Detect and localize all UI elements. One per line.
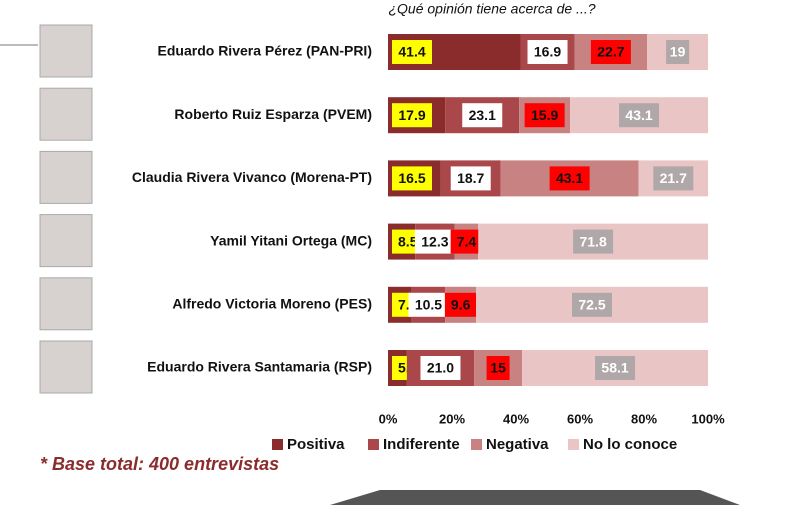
- legend-swatch: [471, 439, 482, 450]
- category-label: Eduardo Rivera Pérez (PAN-PRI): [158, 43, 372, 59]
- value-label: 21.0: [427, 360, 454, 376]
- value-label-box: [408, 292, 449, 317]
- value-label-box: [573, 229, 614, 254]
- value-label: 58.1: [601, 360, 628, 376]
- photo: [39, 87, 93, 141]
- x-tick-label: 20%: [439, 411, 465, 426]
- value-label-box: [524, 103, 565, 128]
- value-label: 12.3: [421, 233, 448, 249]
- x-tick-label: 80%: [631, 411, 657, 426]
- value-label: 43.1: [625, 107, 652, 123]
- photo: [39, 214, 93, 268]
- category-label: Eduardo Rivera Santamaria (RSP): [147, 359, 372, 375]
- x-tick-label: 40%: [503, 411, 529, 426]
- legend-label: Indiferente: [383, 436, 460, 453]
- value-label-box: [450, 229, 483, 254]
- value-label: 15.9: [531, 107, 558, 123]
- value-label-box: [653, 166, 694, 191]
- value-label-box: [392, 103, 432, 128]
- x-tick-label: 100%: [691, 411, 725, 426]
- value-label-box: [595, 356, 636, 380]
- value-label-box: [527, 40, 568, 64]
- value-label: 9.6: [451, 297, 471, 313]
- value-label-box: [444, 292, 477, 317]
- photo: [39, 277, 93, 331]
- value-label: 15: [490, 360, 506, 376]
- photo: [39, 340, 93, 394]
- value-label: 18.7: [457, 170, 484, 186]
- category-label: Alfredo Victoria Moreno (PES): [172, 296, 372, 312]
- category-label: Roberto Ruiz Esparza (PVEM): [174, 106, 372, 122]
- value-label-box: [486, 356, 510, 380]
- value-label: 8.5: [398, 233, 418, 249]
- legend-swatch: [568, 439, 579, 450]
- value-label: 41.4: [398, 44, 425, 60]
- value-label-box: [549, 166, 590, 191]
- value-label-box: [590, 40, 631, 64]
- value-label-box: [392, 166, 432, 191]
- value-label-box: [666, 40, 690, 64]
- value-label-box: [420, 356, 461, 380]
- value-label: 23.1: [469, 107, 496, 123]
- photo: [39, 24, 93, 78]
- value-label-box: [392, 40, 432, 64]
- value-label-box: [414, 229, 455, 254]
- value-label-box: [450, 166, 491, 191]
- category-label: Claudia Rivera Vivanco (Morena-PT): [132, 169, 372, 185]
- value-label: 72.5: [578, 297, 605, 313]
- photo: [39, 150, 93, 204]
- value-label: 10.5: [415, 297, 442, 313]
- value-label: 19: [670, 44, 686, 60]
- chart-title: ¿Qué opinión tiene acerca de ...?: [388, 1, 595, 17]
- value-label: 17.9: [398, 107, 425, 123]
- decor-shape: [330, 490, 740, 505]
- value-label: 16.5: [398, 170, 425, 186]
- value-label-box: [462, 103, 503, 128]
- value-label: 22.7: [597, 44, 624, 60]
- legend-swatch: [272, 439, 283, 450]
- footnote: * Base total: 400 entrevistas: [40, 454, 279, 474]
- value-label: 7.4: [457, 233, 477, 249]
- category-label: Yamil Yitani Ortega (MC): [210, 232, 372, 248]
- legend-label: Positiva: [287, 436, 345, 453]
- value-label: 21.7: [660, 170, 687, 186]
- value-label: 43.1: [556, 170, 583, 186]
- legend-label: Negativa: [486, 436, 549, 453]
- value-label-box: [572, 292, 612, 317]
- x-tick-label: 0%: [379, 411, 398, 426]
- legend-label: No lo conoce: [583, 436, 677, 453]
- x-tick-label: 60%: [567, 411, 593, 426]
- legend-swatch: [368, 439, 379, 450]
- value-label-box: [619, 103, 660, 128]
- value-label: 16.9: [534, 44, 561, 60]
- value-label: 71.8: [579, 233, 606, 249]
